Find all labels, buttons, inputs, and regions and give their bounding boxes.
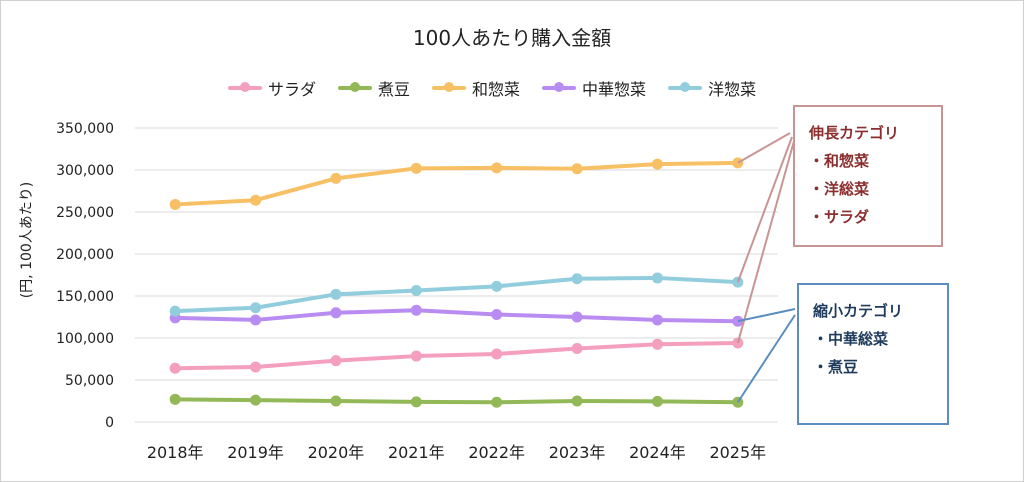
legend-swatch [228, 82, 262, 92]
legend-item: 中華惣菜 [542, 76, 646, 100]
callout-connector [736, 140, 795, 344]
data-point [651, 158, 663, 170]
x-tick-label: 2024年 [629, 443, 686, 462]
shrink-callout: 縮小カテゴリ ・中華総菜 ・煮豆 [797, 283, 949, 425]
series-line [173, 160, 740, 207]
legend-swatch [542, 82, 577, 92]
series-line [173, 397, 740, 405]
legend-item: サラダ [228, 76, 316, 100]
data-point [651, 272, 663, 284]
legend-swatch [338, 82, 373, 92]
y-tick-label: 350,000 [56, 121, 114, 137]
legend-swatch [432, 82, 467, 92]
data-point [571, 395, 583, 407]
data-point [410, 304, 422, 316]
legend: サラダ 煮豆 和惣菜 中華惣菜 洋惣菜 [228, 76, 756, 100]
growth-callout-item: ・和惣菜 [809, 152, 870, 170]
x-tick-label: 2020年 [308, 443, 365, 462]
x-tick-label: 2018年 [147, 443, 204, 462]
y-tick-label: 300,000 [56, 163, 114, 179]
callout-connector [736, 314, 796, 403]
y-tick-label: 150,000 [56, 289, 114, 305]
callout-connector [737, 308, 796, 323]
x-tick-label: 2025年 [709, 443, 766, 462]
data-point [651, 338, 663, 350]
data-point [571, 273, 583, 285]
data-point [491, 308, 503, 320]
data-point [250, 302, 262, 314]
data-point [571, 343, 583, 354]
legend-label: 煮豆 [378, 80, 411, 99]
growth-callout-title: 伸長カテゴリ [809, 124, 900, 142]
data-point [169, 198, 181, 210]
data-point [571, 311, 583, 323]
data-point [169, 393, 181, 405]
callout-connector [737, 132, 791, 164]
y-tick-label: 200,000 [56, 247, 114, 263]
series-line [173, 341, 740, 371]
data-point [410, 162, 422, 174]
legend-label: 和惣菜 [472, 80, 521, 99]
data-point [571, 163, 583, 175]
x-tick-label: 2022年 [468, 443, 525, 462]
callout-connector [736, 136, 793, 283]
growth-callout-item: ・洋総菜 [809, 180, 870, 198]
data-point [330, 307, 342, 319]
shrink-callout-item: ・中華総菜 [813, 330, 889, 348]
y-tick-label: 250,000 [56, 205, 114, 221]
data-point [330, 172, 342, 184]
data-point [250, 361, 262, 373]
data-point [250, 314, 262, 326]
series-line [173, 308, 740, 324]
y-tick-label: 100,000 [56, 331, 114, 347]
x-tick-label: 2021年 [388, 443, 445, 462]
growth-callout: 伸長カテゴリ ・和惣菜 ・洋総菜 ・サラダ [793, 105, 943, 247]
legend-label: 洋惣菜 [708, 80, 757, 99]
y-tick-label: 50,000 [65, 373, 114, 389]
series-line [173, 275, 740, 314]
legend-item: 洋惣菜 [668, 76, 756, 100]
data-point [491, 280, 503, 292]
data-point [491, 162, 503, 174]
legend-swatch [668, 82, 703, 92]
x-tick-label: 2023年 [549, 443, 606, 462]
data-point [651, 314, 663, 326]
data-point [250, 394, 262, 406]
data-point [250, 194, 262, 206]
chart-title: 100人あたり購入金額 [412, 26, 612, 50]
data-point [410, 396, 422, 408]
data-point [651, 395, 663, 407]
data-point [169, 305, 181, 317]
growth-callout-item: ・サラダ [809, 208, 870, 226]
x-tick-label: 2019年 [227, 443, 284, 462]
data-point [330, 395, 342, 407]
shrink-callout-title: 縮小カテゴリ [813, 302, 904, 320]
data-point [169, 362, 181, 374]
data-point [491, 348, 503, 360]
data-point [410, 285, 422, 297]
data-point [410, 350, 422, 362]
legend-item: 煮豆 [338, 76, 410, 100]
shrink-callout-item: ・煮豆 [813, 358, 859, 376]
data-point [330, 355, 342, 367]
legend-label: 中華惣菜 [582, 80, 647, 99]
y-tick-label: 0 [105, 415, 114, 431]
data-point [491, 396, 503, 408]
legend-label: サラダ [268, 80, 317, 99]
data-point [330, 288, 342, 300]
legend-item: 和惣菜 [432, 76, 520, 100]
